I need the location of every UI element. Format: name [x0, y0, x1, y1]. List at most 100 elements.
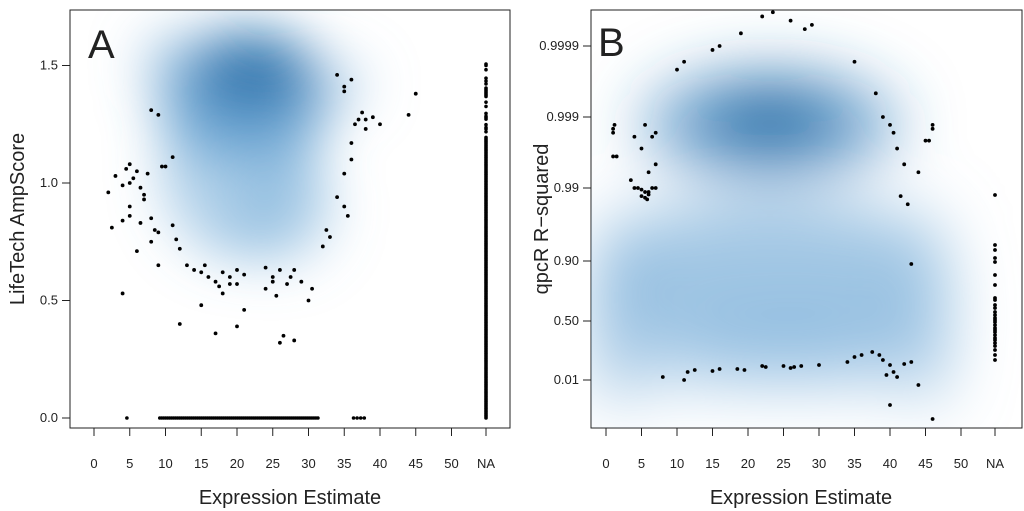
panel-b-point [654, 162, 658, 166]
panel-a-point [235, 282, 239, 286]
panel-b-point [611, 127, 615, 131]
panel-a-point [135, 249, 139, 253]
panel-b-point [643, 190, 647, 194]
panel-a-point [235, 268, 239, 272]
panel-a-xtick-label: 5 [126, 456, 133, 471]
panel-b-point [927, 139, 931, 143]
panel-a-zero-point [355, 416, 359, 420]
panel-a-zero-point [362, 416, 366, 420]
panel-b-low-point [718, 367, 722, 371]
panel-b-low-point [711, 369, 715, 373]
panel-a-na-point [484, 68, 488, 72]
panel-a-point [146, 172, 150, 176]
panel-b-low-point [860, 353, 864, 357]
panel-b-na-point [993, 283, 997, 287]
panel-a-point [228, 275, 232, 279]
panel-b-xtick-label: 10 [670, 456, 684, 471]
panel-b-na-point [993, 298, 997, 302]
panel-b-point [650, 186, 654, 190]
panel-a-point [299, 280, 303, 284]
panel-a-xtick-label: 40 [373, 456, 387, 471]
panel-b-na-point [993, 358, 997, 362]
panel-b-point [892, 131, 896, 135]
panel-b-point [629, 178, 633, 182]
panel-b-point [682, 60, 686, 64]
panel-b-point [615, 155, 619, 159]
panel-b-low-point [846, 360, 850, 364]
panel-b-density [593, 70, 952, 410]
panel-b-label: B [598, 21, 625, 65]
panel-a-point [178, 247, 182, 251]
panel-a-point [350, 158, 354, 162]
panel-a-point [407, 113, 411, 117]
panel-a-point [128, 162, 132, 166]
panel-a-point [207, 275, 211, 279]
panel-a-ytick-label: 0.0 [40, 410, 58, 425]
panel-b-xtick-label: 50 [954, 456, 968, 471]
panel-a-point [371, 115, 375, 119]
panel-a-point [342, 172, 346, 176]
panel-b-xtick-label: 30 [812, 456, 826, 471]
panel-b-na-point [993, 248, 997, 252]
panel-a-xtick-label: 15 [194, 456, 208, 471]
panel-a-point [335, 73, 339, 77]
panel-a-point [156, 230, 160, 234]
panel-a-point [342, 85, 346, 89]
panel-a-point [156, 263, 160, 267]
panel-b-xlabel: Expression Estimate [710, 487, 892, 509]
panel-b-low-point [853, 355, 857, 359]
panel-b-point [640, 147, 644, 151]
panel-a-xtick-label: 45 [409, 456, 423, 471]
panel-b-point [902, 162, 906, 166]
panel-a-point [353, 122, 357, 126]
panel-b-point [789, 19, 793, 23]
panel-b-xtick-label: 45 [918, 456, 932, 471]
panel-a-point [153, 228, 157, 232]
panel-a-xtick-label: 10 [158, 456, 172, 471]
panel-a-point [335, 195, 339, 199]
panel-b-point [917, 170, 921, 174]
panel-a-xlabel: Expression Estimate [199, 487, 381, 509]
panel-a-point [139, 186, 143, 190]
panel-b-point [636, 186, 640, 190]
panel-a-point [142, 198, 146, 202]
panel-b-point [645, 197, 649, 201]
panel-b-point [643, 123, 647, 127]
panel-a-ytick-label: 1.5 [40, 58, 58, 73]
panel-a-na-point [484, 105, 488, 109]
panel-a-point [121, 183, 125, 187]
panel-a-point [139, 221, 143, 225]
panel-a-point [142, 193, 146, 197]
panel-a-point [292, 268, 296, 272]
panel-b-point [650, 135, 654, 139]
panel-b-ytick-label: 0.90 [554, 253, 579, 268]
panel-a-point [178, 322, 182, 326]
panel-b-low-point [817, 363, 821, 367]
panel-b-point [888, 123, 892, 127]
panel-a-point [292, 339, 296, 343]
panel-b-na-point [993, 353, 997, 357]
panel-a-point [203, 263, 207, 267]
panel-a-point [282, 334, 286, 338]
panel-b-low-point [895, 375, 899, 379]
panel-a-point [164, 165, 168, 169]
panel-b-na-point [993, 273, 997, 277]
panel-a-point [364, 118, 368, 122]
panel-b-xtick-label: 0 [602, 456, 609, 471]
panel-b-xtick-label: 40 [883, 456, 897, 471]
panel-a-point [214, 280, 218, 284]
panel-a-xtick-label: NA [477, 456, 495, 471]
panel-a-point [271, 280, 275, 284]
panel-a-point [128, 205, 132, 209]
panel-b-low-point [792, 365, 796, 369]
panel-b-low-point [764, 365, 768, 369]
panel-a-point [124, 167, 128, 171]
panel-b-xtick-label: 25 [776, 456, 790, 471]
panel-a-point [121, 219, 125, 223]
panel-a-point [346, 214, 350, 218]
panel-a-na-point [484, 86, 488, 90]
panel-a-xtick-label: 25 [266, 456, 280, 471]
panel-a-point [264, 266, 268, 270]
panel-b-point [711, 48, 715, 52]
panel-b-ytick-label: 0.50 [554, 313, 579, 328]
